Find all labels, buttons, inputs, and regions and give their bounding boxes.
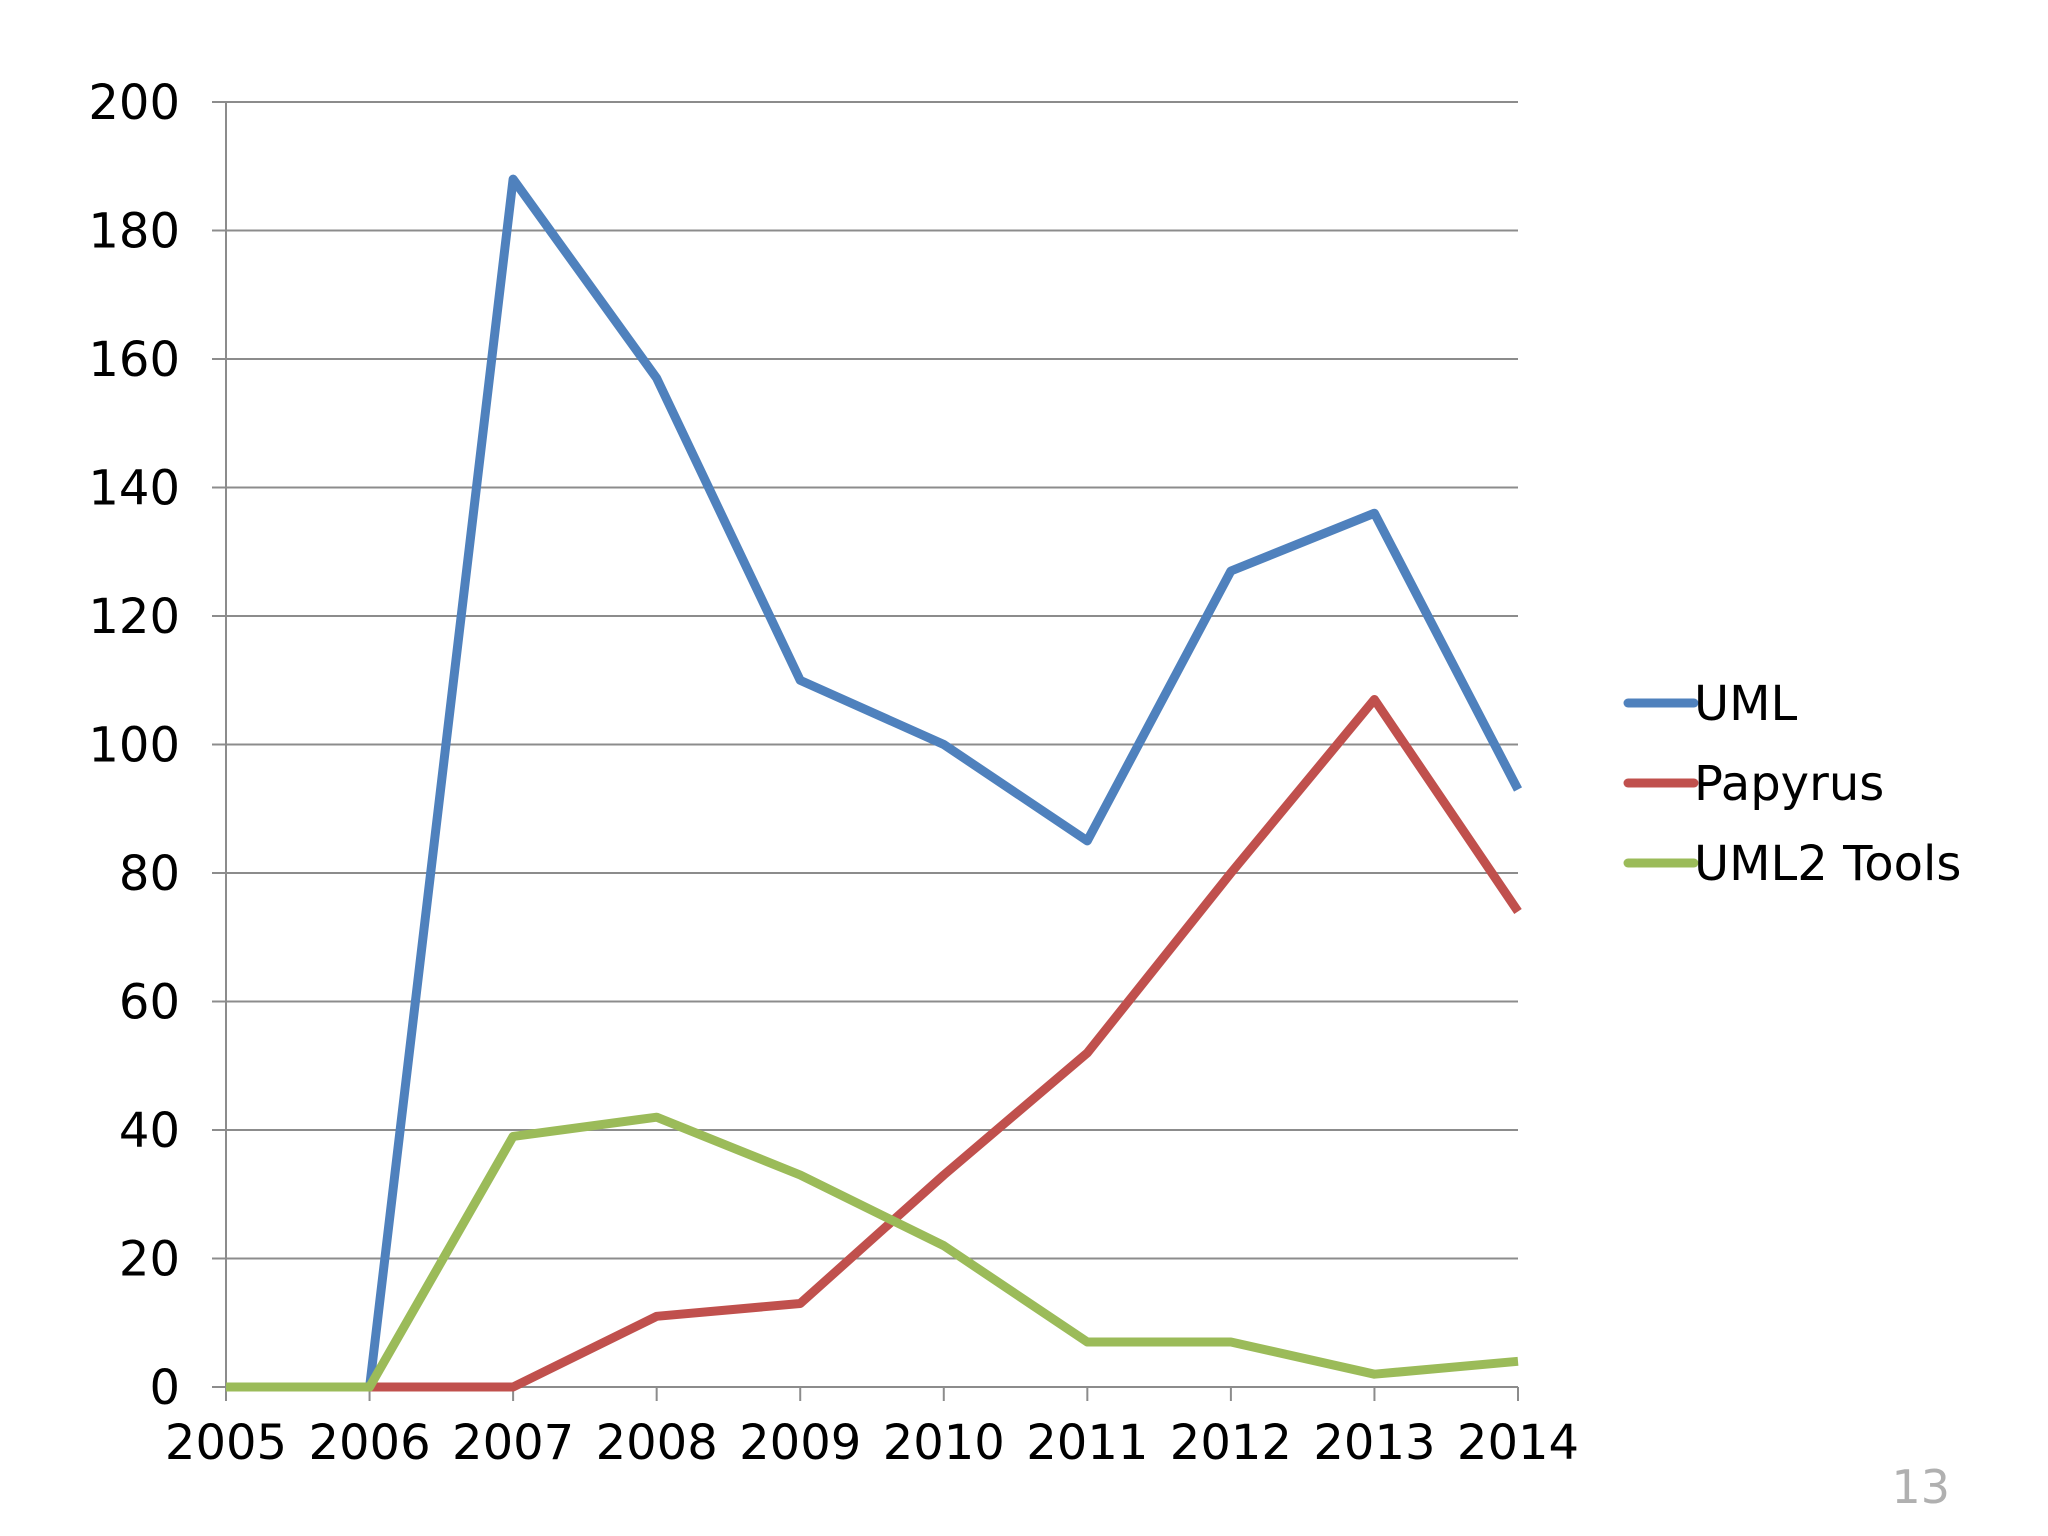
series-line-uml — [226, 174, 1522, 1392]
y-tick-label: 140 — [88, 461, 180, 517]
y-tick-label: 20 — [119, 1232, 180, 1288]
y-tick-label: 40 — [119, 1103, 180, 1159]
series-line-uml2-tools — [226, 1112, 1519, 1392]
y-tick-label: 80 — [119, 846, 180, 902]
y-tick-label: 160 — [88, 332, 180, 388]
x-tick-label: 2012 — [1170, 1415, 1292, 1471]
x-tick-label: 2009 — [739, 1415, 861, 1471]
x-tick-label: 2014 — [1457, 1415, 1579, 1471]
y-tick-label: 100 — [88, 718, 180, 774]
y-tick-label: 200 — [88, 75, 180, 131]
x-tick-label: 2005 — [165, 1415, 287, 1471]
x-tick-label: 2010 — [883, 1415, 1005, 1471]
x-tick-label: 2008 — [596, 1415, 718, 1471]
legend-label-uml2-tools: UML2 Tools — [1694, 836, 1961, 892]
y-tick-label: 60 — [119, 975, 180, 1031]
y-tick-label: 180 — [88, 204, 180, 260]
x-tick-label: 2011 — [1026, 1415, 1148, 1471]
series-layer — [225, 174, 1522, 1392]
grid-layer — [226, 101, 1518, 1388]
series-line-papyrus — [369, 695, 1522, 1392]
page-number: 13 — [1891, 1460, 1950, 1514]
label-layer: 0 20 40 60 80 100 120 140 160 180 200 2005 2006 2007 2… — [88, 75, 1579, 1471]
y-tick-label: 0 — [149, 1360, 180, 1416]
y-tick-label: 120 — [88, 589, 180, 645]
x-tick-label: 2013 — [1313, 1415, 1435, 1471]
x-tick-label: 2006 — [308, 1415, 430, 1471]
legend: UML Papyrus UML2 Tools — [1623, 676, 1961, 892]
legend-label-uml: UML — [1694, 676, 1798, 732]
legend-label-papyrus: Papyrus — [1694, 756, 1884, 812]
x-tick-label: 2007 — [452, 1415, 574, 1471]
